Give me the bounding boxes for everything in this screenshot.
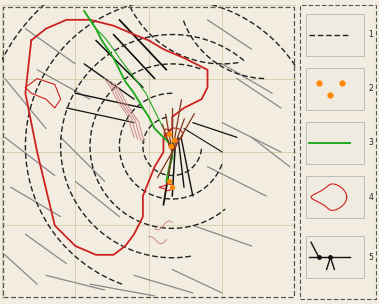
Text: 2: 2 <box>368 84 373 93</box>
Bar <box>305 122 364 164</box>
Text: 5: 5 <box>368 253 373 262</box>
Text: 4: 4 <box>368 193 373 202</box>
Text: 1: 1 <box>368 30 373 39</box>
Bar <box>305 236 364 278</box>
Bar <box>305 68 364 110</box>
Bar <box>305 14 364 56</box>
Text: 3: 3 <box>368 138 373 147</box>
Bar <box>305 176 364 218</box>
